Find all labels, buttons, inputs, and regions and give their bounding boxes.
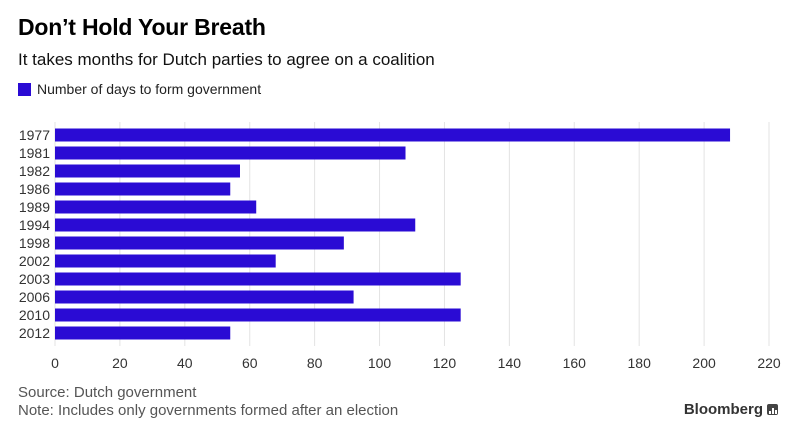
y-tick-label: 2002 xyxy=(19,253,50,269)
y-tick-label: 1994 xyxy=(19,217,50,233)
x-tick-label: 160 xyxy=(563,355,587,371)
x-tick-label: 120 xyxy=(433,355,457,371)
bar-1998 xyxy=(55,236,344,250)
legend-label: Number of days to form government xyxy=(37,81,262,97)
y-tick-label: 1989 xyxy=(19,199,50,215)
x-tick-label: 220 xyxy=(757,355,781,371)
y-tick-label: 2012 xyxy=(19,325,50,341)
brand-text: Bloomberg xyxy=(683,401,763,418)
x-tick-label: 140 xyxy=(498,355,522,371)
x-tick-label: 180 xyxy=(628,355,652,371)
chart-title: Don’t Hold Your Breath xyxy=(18,14,266,40)
bar-chart-icon xyxy=(767,404,778,415)
bar-2012 xyxy=(55,326,231,340)
chart-subtitle: It takes months for Dutch parties to agr… xyxy=(18,50,435,69)
bar-1981 xyxy=(55,146,406,160)
bar-1986 xyxy=(55,182,231,196)
bar-2003 xyxy=(55,272,461,286)
y-tick-label: 1981 xyxy=(19,145,50,161)
y-tick-label: 1982 xyxy=(19,163,50,179)
footnotes: Source: Dutch government Note: Includes … xyxy=(18,384,398,420)
bar-2002 xyxy=(55,254,276,268)
x-tick-label: 200 xyxy=(692,355,716,371)
x-tick-label: 60 xyxy=(242,355,258,371)
bar-1989 xyxy=(55,200,257,214)
y-tick-label: 1998 xyxy=(19,235,50,251)
legend-swatch xyxy=(18,82,31,96)
y-axis-labels: 1977 1981 1982 1986 1989 1994 1998 2002 2003 2006… xyxy=(19,127,50,341)
y-tick-label: 1986 xyxy=(19,181,50,197)
bar-1982 xyxy=(55,164,240,178)
bar-1994 xyxy=(55,218,416,232)
brand-logo: Bloomberg xyxy=(684,401,778,418)
x-tick-label: 0 xyxy=(51,355,59,371)
x-tick-label: 100 xyxy=(368,355,392,371)
bar-chart: 1977198119821986198919941998200220032006… xyxy=(19,122,781,371)
bar-2006 xyxy=(55,290,354,304)
x-tick-label: 80 xyxy=(307,355,323,371)
legend: Number of days to form government xyxy=(18,81,261,97)
bar-1977 xyxy=(55,128,731,142)
x-axis-labels: 0 20 40 60 80 100 120 140 160 180 200 220 xyxy=(51,355,781,371)
y-tick-label: 2006 xyxy=(19,289,50,305)
y-tick-label: 2010 xyxy=(19,307,50,323)
bars xyxy=(55,128,731,340)
note-text: Note: Includes only governments formed a… xyxy=(18,402,399,419)
x-tick-label: 20 xyxy=(112,355,128,371)
y-tick-label: 2003 xyxy=(19,271,50,287)
x-tick-label: 40 xyxy=(177,355,193,371)
bar-2010 xyxy=(55,308,461,322)
source-text: Source: Dutch government xyxy=(18,384,197,401)
y-tick-label: 1977 xyxy=(19,127,50,143)
